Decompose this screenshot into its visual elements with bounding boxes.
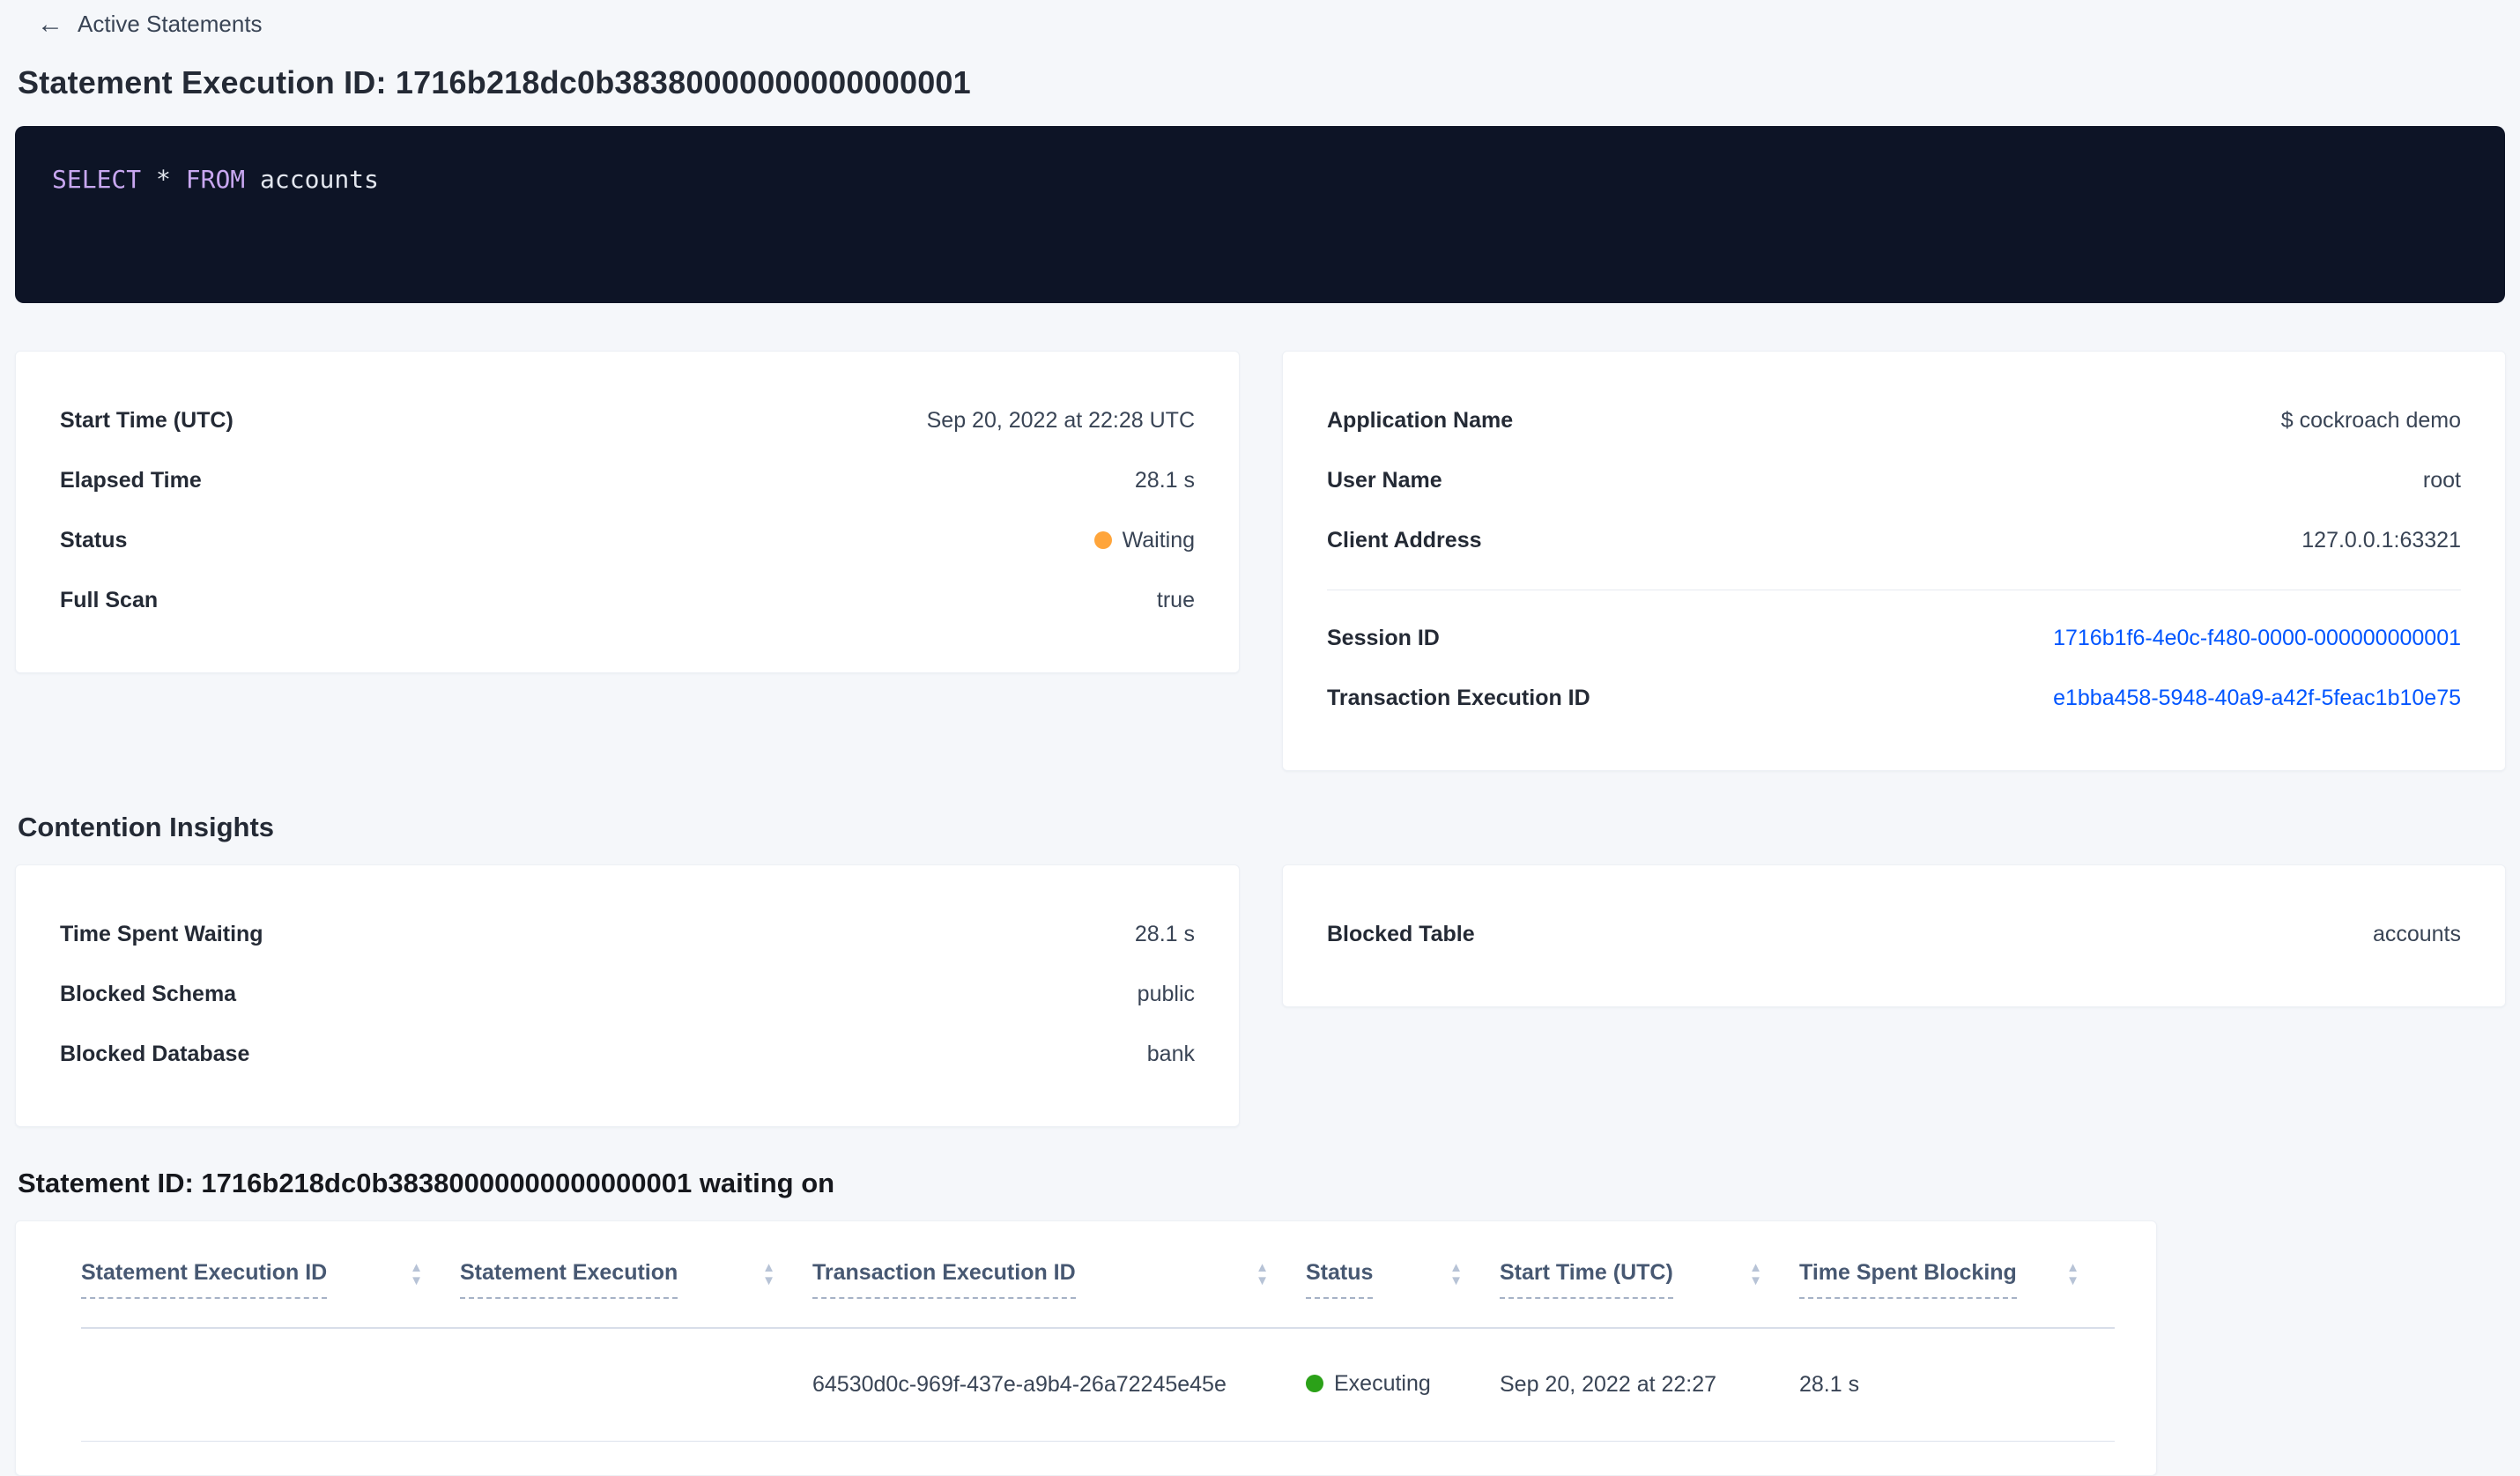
sort-arrows-icon: ▲ ▼ bbox=[1449, 1260, 1463, 1288]
detail-label: Blocked Schema bbox=[60, 981, 237, 1006]
column-header-label: Statement Execution ID bbox=[81, 1260, 328, 1299]
status-text: Waiting bbox=[1122, 527, 1195, 553]
detail-row-blocked-table: Blocked Table accounts bbox=[1327, 904, 2461, 964]
column-header-label: Time Spent Blocking bbox=[1799, 1260, 2017, 1299]
sort-arrows-icon: ▲ ▼ bbox=[762, 1260, 775, 1288]
table-header-row: Statement Execution ID ▲ ▼ Statement Exec… bbox=[81, 1221, 2115, 1329]
execution-details-card-right: Application Name $ cockroach demo User N… bbox=[1282, 351, 2506, 771]
detail-label: Full Scan bbox=[60, 587, 159, 612]
contention-insights-heading: Contention Insights bbox=[18, 812, 275, 842]
column-header-label: Statement Execution bbox=[460, 1260, 678, 1299]
status-dot-executing-icon bbox=[1306, 1375, 1323, 1393]
sql-keyword-from: FROM bbox=[185, 165, 246, 194]
detail-label: Application Name bbox=[1327, 407, 1514, 433]
sort-arrows-icon: ▲ ▼ bbox=[1256, 1260, 1269, 1288]
execution-details-section: Start Time (UTC) Sep 20, 2022 at 22:28 U… bbox=[15, 351, 2506, 771]
detail-value: root bbox=[2422, 467, 2461, 493]
detail-label: Blocked Database bbox=[60, 1041, 250, 1066]
detail-label: User Name bbox=[1327, 467, 1442, 493]
detail-value: $ cockroach demo bbox=[2280, 407, 2461, 433]
detail-row-time-spent-waiting: Time Spent Waiting 28.1 s bbox=[60, 904, 1195, 964]
detail-value: 127.0.0.1:63321 bbox=[2301, 527, 2461, 553]
detail-value: 28.1 s bbox=[1134, 467, 1195, 493]
session-id-link[interactable]: 1716b1f6-4e0c-f480-0000-000000000001 bbox=[2053, 625, 2461, 650]
back-link-label: Active Statements bbox=[78, 11, 263, 37]
detail-value: Sep 20, 2022 at 22:28 UTC bbox=[926, 407, 1195, 433]
contention-insights-section: Time Spent Waiting 28.1 s Blocked Schema… bbox=[15, 864, 2506, 1127]
detail-value: bank bbox=[1146, 1041, 1195, 1066]
waiting-on-heading: Statement ID: 1716b218dc0b38380000000000… bbox=[18, 1168, 835, 1198]
sort-arrows-icon: ▲ ▼ bbox=[2066, 1260, 2079, 1288]
page-title: Statement Execution ID: 1716b218dc0b3838… bbox=[18, 64, 971, 100]
cell-time-spent-blocking: 28.1 s bbox=[1799, 1372, 1860, 1397]
cell-start-time: Sep 20, 2022 at 22:27 bbox=[1500, 1372, 1717, 1397]
status-badge-executing: Executing bbox=[1306, 1371, 1431, 1397]
status-badge-waiting: Waiting bbox=[1093, 527, 1195, 553]
contention-card-right: Blocked Table accounts bbox=[1282, 864, 2506, 1007]
detail-label: Transaction Execution ID bbox=[1327, 685, 1590, 710]
execution-details-card-left: Start Time (UTC) Sep 20, 2022 at 22:28 U… bbox=[15, 351, 1240, 673]
back-link-active-statements[interactable]: ← Active Statements bbox=[0, 0, 263, 38]
column-header-start-time[interactable]: Start Time (UTC) ▲ ▼ bbox=[1500, 1255, 1799, 1299]
detail-label: Start Time (UTC) bbox=[60, 407, 233, 433]
detail-row-session-id: Session ID 1716b1f6-4e0c-f480-0000-00000… bbox=[1327, 608, 2461, 668]
transaction-execution-id-link[interactable]: e1bba458-5948-40a9-a42f-5feac1b10e75 bbox=[2053, 685, 2461, 710]
detail-row-status: Status Waiting bbox=[60, 510, 1195, 570]
arrow-left-icon: ← bbox=[37, 9, 63, 39]
detail-label: Time Spent Waiting bbox=[60, 921, 263, 946]
sql-statement-box: SELECT * FROM accounts bbox=[15, 126, 2505, 303]
sql-keyword-select: SELECT bbox=[52, 165, 142, 194]
detail-row-start-time: Start Time (UTC) Sep 20, 2022 at 22:28 U… bbox=[60, 390, 1195, 450]
column-header-label: Start Time (UTC) bbox=[1500, 1260, 1673, 1299]
sort-arrows-icon: ▲ ▼ bbox=[1749, 1260, 1762, 1288]
detail-value: public bbox=[1137, 981, 1195, 1006]
detail-label: Blocked Table bbox=[1327, 921, 1475, 946]
detail-row-transaction-execution-id: Transaction Execution ID e1bba458-5948-4… bbox=[1327, 668, 2461, 728]
column-header-transaction-execution-id[interactable]: Transaction Execution ID ▲ ▼ bbox=[812, 1255, 1306, 1299]
sort-arrows-icon: ▲ ▼ bbox=[410, 1260, 423, 1288]
detail-row-blocked-database: Blocked Database bank bbox=[60, 1024, 1195, 1084]
detail-row-full-scan: Full Scan true bbox=[60, 570, 1195, 630]
detail-label: Session ID bbox=[1327, 625, 1440, 650]
column-header-statement-execution[interactable]: Statement Execution ▲ ▼ bbox=[460, 1255, 812, 1299]
cell-status: Executing bbox=[1306, 1371, 1500, 1399]
detail-label: Client Address bbox=[1327, 527, 1482, 553]
detail-row-elapsed-time: Elapsed Time 28.1 s bbox=[60, 450, 1195, 510]
detail-row-blocked-schema: Blocked Schema public bbox=[60, 964, 1195, 1024]
detail-row-application-name: Application Name $ cockroach demo bbox=[1327, 390, 2461, 450]
detail-value: true bbox=[1156, 587, 1195, 612]
status-dot-waiting-icon bbox=[1093, 531, 1112, 549]
detail-row-client-address: Client Address 127.0.0.1:63321 bbox=[1327, 510, 2461, 570]
cell-transaction-execution-id: 64530d0c-969f-437e-a9b4-26a72245e45e bbox=[812, 1372, 1227, 1397]
column-header-status[interactable]: Status ▲ ▼ bbox=[1306, 1255, 1500, 1299]
detail-row-user-name: User Name root bbox=[1327, 450, 2461, 510]
sql-table-name: accounts bbox=[245, 165, 379, 194]
column-header-time-spent-blocking[interactable]: Time Spent Blocking ▲ ▼ bbox=[1799, 1255, 2116, 1299]
contention-card-left: Time Spent Waiting 28.1 s Blocked Schema… bbox=[15, 864, 1240, 1127]
column-header-label: Transaction Execution ID bbox=[812, 1260, 1076, 1299]
detail-value: 28.1 s bbox=[1134, 921, 1195, 946]
detail-label: Elapsed Time bbox=[60, 467, 202, 493]
sql-star: * bbox=[141, 165, 186, 194]
column-header-label: Status bbox=[1306, 1260, 1374, 1299]
waiting-on-table: Statement Execution ID ▲ ▼ Statement Exec… bbox=[15, 1220, 2157, 1476]
table-row: 64530d0c-969f-437e-a9b4-26a72245e45e Exe… bbox=[81, 1329, 2115, 1442]
detail-value: accounts bbox=[2372, 921, 2461, 946]
status-text: Executing bbox=[1334, 1370, 1431, 1396]
detail-label: Status bbox=[60, 527, 128, 553]
column-header-statement-execution-id[interactable]: Statement Execution ID ▲ ▼ bbox=[81, 1255, 460, 1299]
